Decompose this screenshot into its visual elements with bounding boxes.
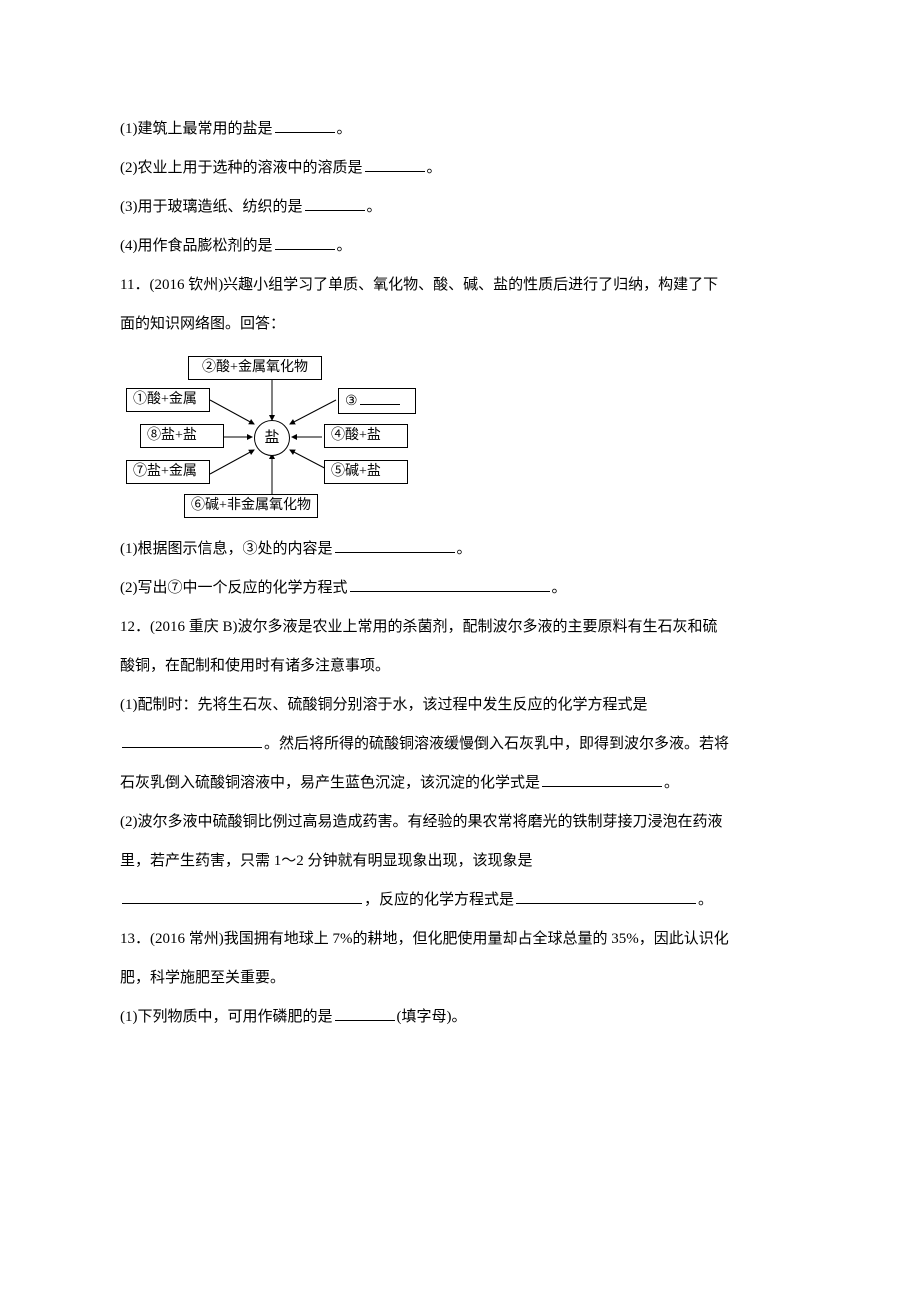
q12-p1-c: 石灰乳倒入硫酸铜溶液中，易产生蓝色沉淀，该沉淀的化学式是 。 — [120, 764, 800, 803]
document-page: (1)建筑上最常用的盐是。 (2)农业上用于选种的溶液中的溶质是。 (3)用于玻… — [0, 0, 920, 1097]
diagram-center-node: 盐 — [254, 420, 290, 456]
blank — [365, 156, 425, 172]
q10-item-2: (2)农业上用于选种的溶液中的溶质是 。 — [120, 149, 800, 188]
q10-4-post: 。 — [337, 238, 352, 254]
q12-p1-b: 。然后将所得的硫酸铜溶液缓慢倒入石灰乳中，即得到波尔多液。若将 — [120, 725, 800, 764]
q13-part-1: (1)下列物质中，可用作磷肥的是 (填字母)。 — [120, 998, 800, 1037]
blank — [360, 390, 400, 405]
blank — [335, 1005, 395, 1021]
q11-part-2: (2)写出⑦中一个反应的化学方程式 。 — [120, 569, 800, 608]
q10-item-4: (4)用作食品膨松剂的是 。 — [120, 227, 800, 266]
blank — [275, 234, 335, 250]
q12-p2-c-mid: ，反应的化学方程式是 — [364, 892, 514, 908]
diagram-box-left-top: ①酸+金属 — [126, 388, 210, 412]
q13-intro-a: 13．(2016 常州)我国拥有地球上 7%的耕地，但化肥使用量却占全球总量的 … — [120, 920, 800, 959]
diagram-box-left-bot: ⑦盐+金属 — [126, 460, 210, 484]
q13-1-pre: (1)下列物质中，可用作磷肥的是 — [120, 1009, 333, 1025]
diagram-box-right-mid: ④酸+盐 — [324, 424, 408, 448]
diagram-box-top: ②酸+金属氧化物 — [188, 356, 322, 380]
q12-p2-b: 里，若产生药害，只需 1～2 分钟就有明显现象出现，该现象是 — [120, 842, 800, 881]
diagram-box-bottom: ⑥碱+非金属氧化物 — [184, 494, 318, 518]
q11-1-post: 。 — [457, 541, 472, 557]
q12-p1-c-pre: 石灰乳倒入硫酸铜溶液中，易产生蓝色沉淀，该沉淀的化学式是 — [120, 775, 540, 791]
q11-1-pre: (1)根据图示信息，③处的内容是 — [120, 541, 333, 557]
diagram-box-right-top-label: ③ — [345, 394, 358, 409]
q10-2-post: 。 — [427, 160, 442, 176]
blank — [542, 771, 662, 787]
diagram-box-left-mid: ⑧盐+盐 — [140, 424, 224, 448]
q11-intro-b: 面的知识网络图。回答： — [120, 305, 800, 344]
q12-p2-c: ，反应的化学方程式是 。 — [120, 881, 800, 920]
blank — [335, 537, 455, 553]
q12-intro-b: 酸铜，在配制和使用时有诸多注意事项。 — [120, 647, 800, 686]
blank — [516, 888, 696, 904]
q12-p1-a: (1)配制时：先将生石灰、硫酸铜分别溶于水，该过程中发生反应的化学方程式是 — [120, 686, 800, 725]
q10-3-pre: (3)用于玻璃造纸、纺织的是 — [120, 199, 303, 215]
diagram-box-right-bot: ⑤碱+盐 — [324, 460, 408, 484]
q10-item-1: (1)建筑上最常用的盐是 。 — [120, 110, 800, 149]
blank — [275, 117, 335, 133]
blank — [350, 576, 550, 592]
q10-3-post: 。 — [367, 199, 382, 215]
blank — [122, 732, 262, 748]
q12-intro-a: 12．(2016 重庆 B)波尔多液是农业上常用的杀菌剂，配制波尔多液的主要原料… — [120, 608, 800, 647]
q11-part-1: (1)根据图示信息，③处的内容是 。 — [120, 530, 800, 569]
q11-diagram: ②酸+金属氧化物 ①酸+金属 ③ ⑧盐+盐 盐 ④酸+盐 ⑦盐+金属 ⑤碱+盐 … — [124, 352, 424, 522]
q10-item-3: (3)用于玻璃造纸、纺织的是 。 — [120, 188, 800, 227]
q13-intro-b: 肥，科学施肥至关重要。 — [120, 959, 800, 998]
blank — [305, 195, 365, 211]
q12-p1-c-post: 。 — [664, 775, 679, 791]
q12-p2-a: (2)波尔多液中硫酸铜比例过高易造成药害。有经验的果农常将磨光的铁制芽接刀浸泡在… — [120, 803, 800, 842]
q10-1-pre: (1)建筑上最常用的盐是 — [120, 121, 273, 137]
q11-intro-a: 11．(2016 钦州)兴趣小组学习了单质、氧化物、酸、碱、盐的性质后进行了归纳… — [120, 266, 800, 305]
q11-2-post: 。 — [552, 580, 567, 596]
q13-1-post: (填字母)。 — [397, 1009, 467, 1025]
q11-2-pre: (2)写出⑦中一个反应的化学方程式 — [120, 580, 348, 596]
blank — [122, 888, 362, 904]
q10-2-pre: (2)农业上用于选种的溶液中的溶质是 — [120, 160, 363, 176]
q10-1-post: 。 — [337, 121, 352, 137]
diagram-box-right-top: ③ — [338, 388, 416, 414]
q10-4-pre: (4)用作食品膨松剂的是 — [120, 238, 273, 254]
q12-p1-b-post: 。然后将所得的硫酸铜溶液缓慢倒入石灰乳中，即得到波尔多液。若将 — [264, 736, 729, 752]
q12-p2-c-post: 。 — [698, 892, 713, 908]
